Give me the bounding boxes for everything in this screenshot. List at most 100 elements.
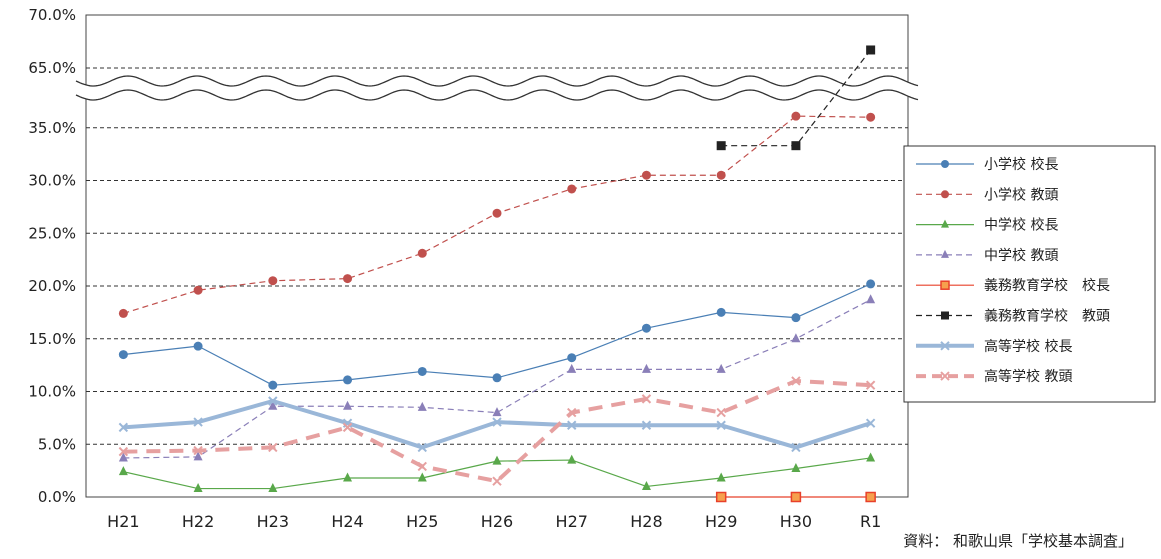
y-tick-label: 35.0% — [28, 119, 76, 137]
data-point — [866, 452, 876, 462]
y-tick-label: 10.0% — [28, 383, 76, 401]
legend-item: 中学校 校長 — [916, 217, 1058, 234]
x-axis-ticks: H21 H22 H23 H24 H25 H26 H27 H28 H29 H30 R1 — [107, 512, 881, 531]
legend-box — [903, 145, 1156, 403]
y-tick-label: 70.0% — [28, 6, 76, 24]
data-point — [940, 341, 950, 351]
legend-label: 高等学校 教頭 — [984, 368, 1072, 385]
axis-break-wave — [75, 75, 919, 87]
data-point — [193, 341, 203, 351]
data-point — [716, 472, 726, 482]
legend-label: 中学校 教頭 — [984, 247, 1058, 264]
data-point — [866, 279, 876, 289]
data-point — [716, 407, 726, 418]
data-point — [268, 442, 278, 453]
data-point — [715, 491, 727, 503]
data-point — [716, 170, 726, 180]
data-point — [716, 307, 726, 317]
data-point — [641, 363, 651, 373]
data-point — [866, 294, 876, 304]
data-point — [567, 454, 577, 464]
data-point — [118, 308, 128, 318]
data-point — [417, 472, 427, 482]
data-point — [417, 366, 427, 376]
data-point — [417, 401, 427, 411]
data-point — [193, 285, 203, 295]
data-point — [941, 311, 949, 320]
x-tick-label: H21 — [107, 512, 139, 531]
legend-item: 高等学校 教頭 — [916, 368, 1072, 385]
data-point — [791, 111, 801, 121]
x-tick-label: H25 — [406, 512, 438, 531]
series-義務教育学校-教頭 — [716, 45, 876, 151]
data-point — [343, 400, 353, 410]
data-point — [492, 208, 502, 218]
x-tick-label: R1 — [860, 512, 881, 531]
data-point — [641, 420, 652, 430]
axis-break-wave — [75, 89, 919, 101]
data-point — [790, 491, 802, 503]
data-point — [492, 455, 502, 465]
data-point — [791, 376, 801, 386]
data-point — [193, 483, 203, 493]
data-point — [342, 422, 353, 433]
data-point — [118, 422, 129, 433]
data-point — [941, 160, 949, 168]
data-point — [492, 407, 502, 417]
data-point — [268, 483, 278, 493]
data-point — [941, 219, 949, 228]
y-tick-label: 0.0% — [38, 488, 76, 506]
data-point — [791, 442, 801, 453]
x-tick-label: H26 — [481, 512, 513, 531]
series-高等学校-教頭 — [118, 376, 876, 486]
legend-item: 中学校 教頭 — [916, 247, 1058, 264]
x-tick-label: H22 — [182, 512, 214, 531]
data-point — [118, 446, 129, 457]
y-tick-label: 65.0% — [28, 59, 76, 77]
data-point — [941, 249, 949, 258]
data-point — [492, 476, 502, 486]
data-point — [268, 396, 278, 406]
data-point — [866, 112, 876, 122]
legend-label: 中学校 校長 — [984, 217, 1058, 234]
legend-label: 義務教育学校 校長 — [984, 277, 1110, 294]
data-point — [268, 380, 278, 390]
y-tick-label: 30.0% — [28, 172, 76, 190]
legend-item: 小学校 教頭 — [916, 186, 1058, 203]
data-point — [118, 452, 128, 462]
data-point — [567, 184, 577, 194]
legend-label: 小学校 校長 — [984, 156, 1058, 173]
data-point — [941, 190, 949, 199]
data-point — [866, 45, 876, 55]
data-point — [641, 170, 651, 180]
source-note: 資料： 和歌山県「学校基本調査」 — [903, 532, 1133, 550]
series-義務教育学校-校長 — [715, 491, 876, 503]
data-point — [193, 451, 203, 461]
data-point — [865, 491, 876, 503]
data-point — [567, 407, 577, 418]
data-point — [417, 248, 427, 258]
series-中学校-教頭 — [118, 294, 876, 462]
data-point — [641, 480, 651, 490]
data-point — [492, 373, 502, 383]
data-point — [417, 461, 427, 472]
data-point — [716, 141, 726, 151]
y-tick-label: 5.0% — [38, 435, 76, 453]
data-point — [791, 333, 801, 343]
y-axis-ticks: 70.0% 65.0% 35.0% 30.0% 25.0% 20.0% 15.0% 10.0%… — [28, 6, 76, 506]
data-point — [193, 417, 203, 427]
series-小学校-校長 — [118, 279, 876, 390]
series-line — [123, 283, 871, 386]
data-point — [716, 363, 726, 373]
data-point — [343, 375, 353, 385]
data-point — [716, 420, 726, 430]
data-point — [791, 141, 801, 151]
x-tick-label: H27 — [556, 512, 588, 531]
data-point — [791, 463, 801, 473]
data-point — [343, 274, 353, 284]
data-point — [268, 276, 278, 286]
legend-label: 義務教育学校 教頭 — [984, 308, 1110, 325]
x-tick-label: H30 — [780, 512, 812, 531]
